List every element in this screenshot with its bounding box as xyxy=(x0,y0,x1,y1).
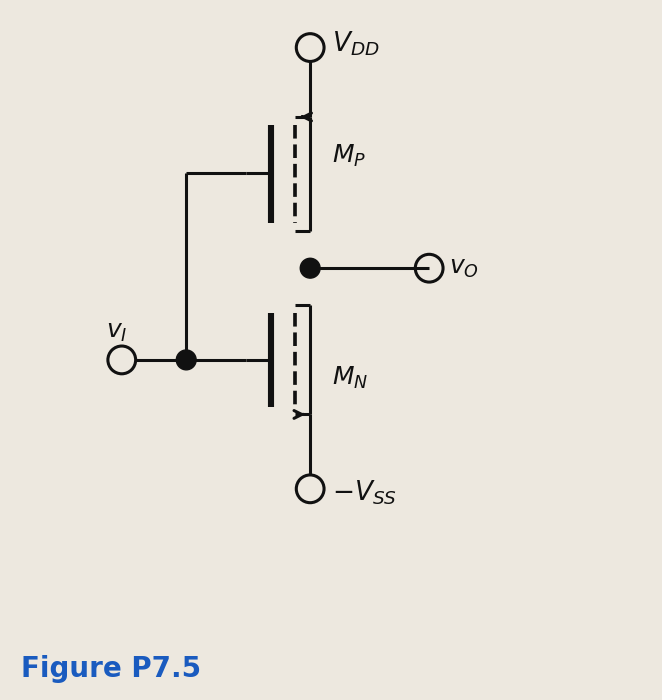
Circle shape xyxy=(301,258,320,278)
Text: Figure P7.5: Figure P7.5 xyxy=(21,655,201,683)
Text: $v_O$: $v_O$ xyxy=(449,257,479,280)
Text: $v_I$: $v_I$ xyxy=(106,321,128,344)
Circle shape xyxy=(176,350,196,370)
Text: $-V_{SS}$: $-V_{SS}$ xyxy=(332,479,397,507)
Text: $M_P$: $M_P$ xyxy=(332,143,366,169)
Text: $V_{DD}$: $V_{DD}$ xyxy=(332,29,379,58)
Text: $M_N$: $M_N$ xyxy=(332,365,368,391)
